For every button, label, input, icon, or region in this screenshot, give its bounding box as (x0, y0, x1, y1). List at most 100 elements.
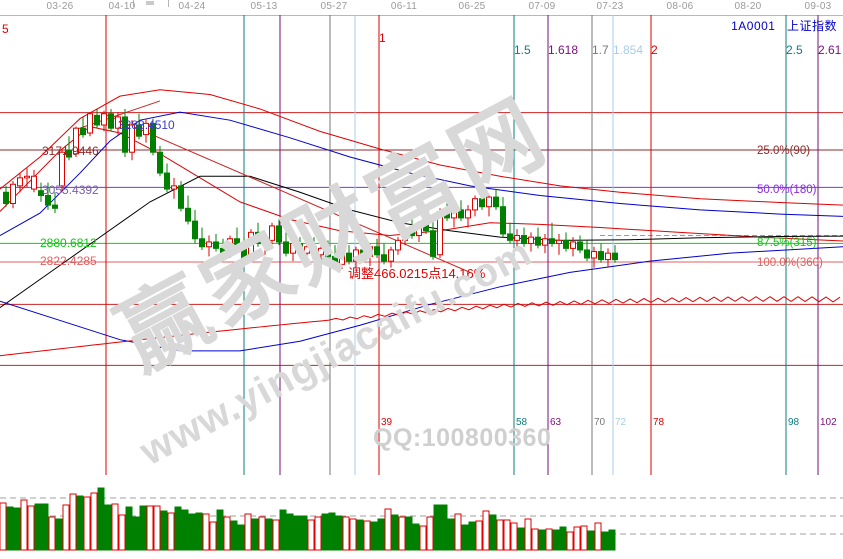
price-level-label-2: 3055.4392 (42, 183, 99, 197)
volume-bar (447, 518, 455, 551)
candle (416, 223, 422, 237)
volume-bar (475, 520, 483, 551)
volume-bar (69, 493, 77, 551)
candle (465, 209, 471, 219)
volume-bar (531, 528, 539, 551)
volume-bar (391, 514, 399, 551)
candle (283, 241, 289, 254)
candle (262, 239, 268, 245)
candle (185, 207, 191, 222)
date-tick: 03-26 (46, 1, 74, 12)
candle (199, 238, 205, 248)
volume-bar (76, 495, 84, 551)
candle (409, 228, 415, 237)
candle (472, 198, 478, 211)
volume-bar (125, 506, 133, 551)
candle (549, 238, 555, 245)
top-cycle-label-1.7: 1.7 (592, 43, 609, 57)
date-tick: 04-24 (178, 1, 206, 12)
candle (535, 236, 541, 246)
volume-bar (559, 526, 567, 551)
candle (143, 122, 149, 136)
volume-bar (587, 530, 595, 551)
volume-bar (552, 529, 560, 551)
scrollbar-nub[interactable] (133, 0, 169, 7)
candle (31, 175, 37, 190)
volume-bar (321, 513, 329, 551)
volume-bar (426, 516, 434, 551)
candle (129, 124, 135, 153)
volume-chart-pane[interactable] (0, 478, 843, 559)
candle (381, 254, 387, 262)
volume-bar (468, 521, 476, 551)
price-chart-svg (0, 15, 843, 475)
candle (528, 236, 534, 245)
candle (507, 233, 513, 241)
volume-bar (398, 516, 406, 551)
volume-bar (188, 513, 196, 551)
candle (451, 209, 457, 219)
volume-bar (328, 512, 336, 551)
candle (430, 230, 436, 257)
candle (220, 247, 226, 257)
candle (542, 238, 548, 246)
fib-ratio-label-3: 100.0%(360) (757, 257, 823, 269)
volume-bar (524, 518, 532, 551)
candle (374, 246, 380, 256)
volume-bar (370, 521, 378, 551)
candle (101, 113, 107, 126)
volume-bar (517, 527, 525, 551)
volume-bar (279, 509, 287, 551)
candle (66, 150, 72, 158)
volume-bar (335, 515, 343, 551)
candle (3, 191, 9, 204)
date-tick: 08-20 (734, 1, 762, 12)
candle (556, 239, 562, 245)
candle (332, 255, 338, 265)
adjustment-annotation: 调整466.0215点14.16% (348, 266, 486, 281)
fib-ratio-label-2: 87.5%(315) (757, 237, 817, 249)
candle (87, 113, 93, 134)
volume-bar (41, 503, 49, 551)
price-level-label-0: 3288.4510 (118, 118, 175, 132)
volume-bar (258, 516, 266, 551)
volume-bar (405, 516, 413, 551)
candle (52, 204, 58, 209)
candle (255, 231, 261, 245)
volume-bar (384, 508, 392, 551)
volume-bar (573, 526, 581, 551)
candle (248, 231, 254, 259)
candle (115, 116, 121, 129)
volume-bar (167, 512, 175, 551)
candle (234, 238, 240, 249)
candle (108, 113, 114, 129)
volume-bar (482, 510, 490, 551)
bottom-cycle-label-98: 98 (788, 417, 800, 428)
candle (227, 238, 233, 256)
volume-bar (195, 512, 203, 551)
candle (276, 225, 282, 243)
volume-bar (342, 516, 350, 551)
bottom-cycle-label-70: 70 (594, 417, 606, 428)
date-tick: 04-10 (108, 1, 136, 12)
candle (304, 246, 310, 254)
candle (458, 209, 464, 219)
candle (59, 151, 65, 187)
candle (45, 194, 51, 206)
symbol-code: 1A0001 (731, 19, 776, 33)
volume-bar (244, 513, 252, 551)
volume-bar (90, 492, 98, 551)
volume-bar (209, 521, 217, 551)
date-tick: 05-27 (320, 1, 348, 12)
volume-bar (377, 518, 385, 551)
volume-bar (314, 516, 322, 551)
volume-bar (237, 524, 245, 551)
price-chart-pane[interactable] (0, 15, 843, 475)
candle (353, 249, 359, 262)
candle (577, 241, 583, 251)
candle (584, 249, 590, 259)
bottom-cycle-label-39: 39 (381, 417, 393, 428)
candle (346, 252, 352, 262)
volume-bar (601, 531, 609, 551)
candle (150, 122, 156, 153)
